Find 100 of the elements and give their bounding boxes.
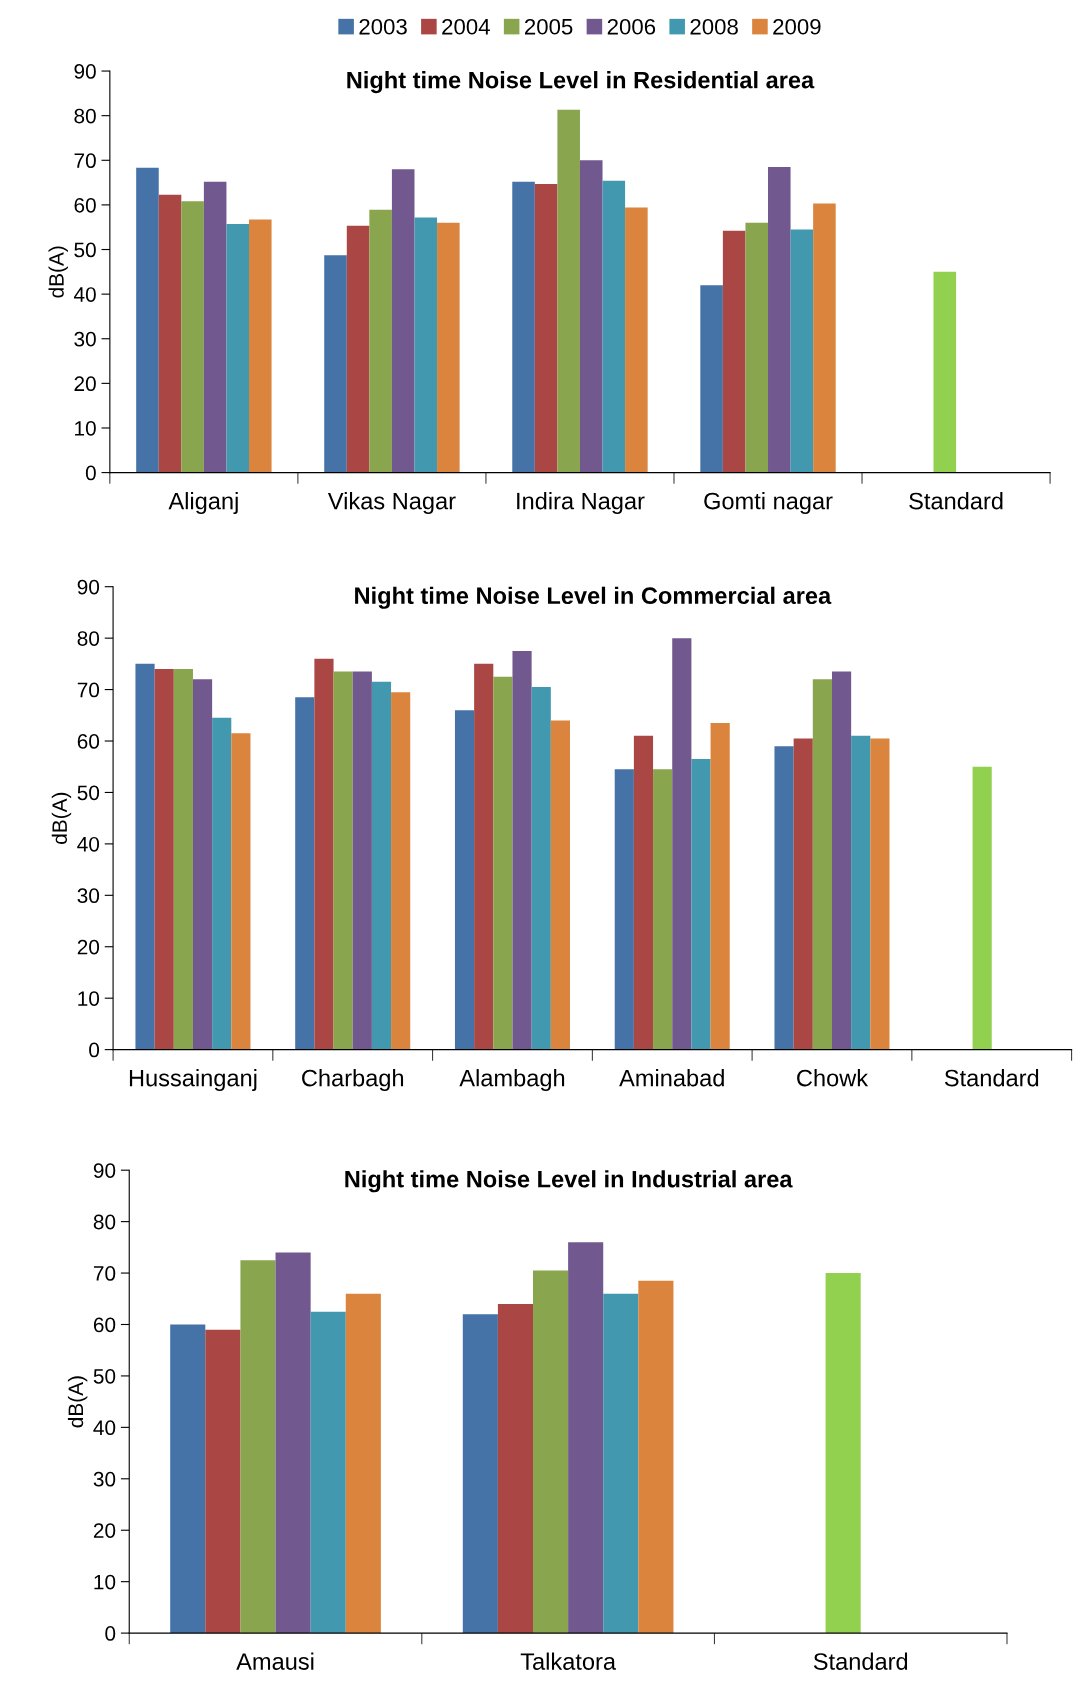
x-tick-label: Standard xyxy=(909,492,1003,510)
y-tick-label: 50 xyxy=(93,1368,116,1384)
bar xyxy=(205,1329,241,1634)
bar xyxy=(602,180,626,473)
y-tick-label: 10 xyxy=(75,420,96,436)
bar xyxy=(638,1280,674,1634)
bar xyxy=(745,222,769,473)
y-tick-label: 0 xyxy=(105,1626,116,1641)
bar xyxy=(672,638,692,1050)
bar xyxy=(870,738,890,1050)
x-tick-label: Standard xyxy=(944,1069,1039,1087)
bar xyxy=(722,230,746,473)
x-tick-label: Amausi xyxy=(236,1652,314,1670)
bar xyxy=(414,217,438,473)
bar xyxy=(345,1293,381,1634)
bar xyxy=(851,735,871,1050)
bar xyxy=(497,1303,534,1634)
bar xyxy=(474,663,494,1050)
bar xyxy=(437,222,460,473)
y-tick-label: 20 xyxy=(93,1523,116,1538)
bar xyxy=(314,658,334,1050)
bar xyxy=(158,194,182,473)
bar xyxy=(310,1311,346,1634)
y-tick-label: 20 xyxy=(77,939,100,955)
bar xyxy=(603,1293,639,1634)
bar xyxy=(249,219,272,473)
bar xyxy=(700,285,723,473)
bar xyxy=(614,769,634,1050)
y-tick-label: 60 xyxy=(93,1317,116,1333)
y-tick-label: 80 xyxy=(93,1214,116,1230)
bar xyxy=(557,109,580,473)
x-tick-label: Talkatora xyxy=(520,1652,617,1670)
bar xyxy=(768,166,791,473)
bar xyxy=(203,181,227,473)
bar xyxy=(192,679,213,1050)
bar xyxy=(972,766,992,1050)
legend-label: 2003 xyxy=(359,18,407,35)
x-tick-label: Indira Nagar xyxy=(517,492,645,515)
bar xyxy=(226,224,250,473)
bar xyxy=(579,160,603,473)
bar xyxy=(793,738,813,1050)
bar xyxy=(550,720,570,1050)
y-tick-label: 60 xyxy=(77,734,100,749)
y-tick-label: 70 xyxy=(74,153,96,169)
legend-label: 2004 xyxy=(442,18,490,35)
bar xyxy=(512,651,532,1050)
y-tick-label: 60 xyxy=(74,197,96,213)
bar xyxy=(391,169,415,473)
chart-title: Night time Noise Level in Industrial area xyxy=(345,1170,793,1193)
bar xyxy=(231,733,251,1050)
bar xyxy=(825,1273,861,1634)
bar xyxy=(333,671,353,1050)
x-tick-label: Aminabad xyxy=(619,1069,724,1087)
bar xyxy=(346,225,370,473)
legend-label: 2008 xyxy=(690,18,738,35)
bar xyxy=(531,687,551,1050)
y-tick-label: 50 xyxy=(77,785,100,801)
bar xyxy=(170,1324,206,1634)
legend-label: 2006 xyxy=(607,18,656,35)
y-tick-label: 10 xyxy=(78,991,100,1006)
x-tick-label: Chowk xyxy=(797,1069,869,1087)
y-tick-label: 20 xyxy=(74,376,96,392)
bar xyxy=(710,723,730,1050)
bar xyxy=(812,679,832,1050)
y-tick-label: 90 xyxy=(74,64,96,79)
bar xyxy=(790,229,814,473)
x-tick-label: Alambagh xyxy=(459,1069,565,1092)
bar xyxy=(369,209,392,473)
bar xyxy=(653,769,673,1050)
x-tick-label: Hussainganj xyxy=(129,1069,257,1092)
x-tick-label: Gomti nagar xyxy=(704,492,833,515)
bar xyxy=(173,669,193,1050)
x-tick-label: Aliganj xyxy=(168,492,238,515)
y-tick-label: 30 xyxy=(74,331,96,347)
y-tick-label: 40 xyxy=(73,287,96,302)
bar xyxy=(933,271,957,473)
y-axis-title: dB(A) xyxy=(48,246,68,298)
y-tick-label: 80 xyxy=(77,631,100,646)
y-tick-label: 0 xyxy=(85,465,96,481)
bar xyxy=(691,759,711,1050)
y-tick-label: 10 xyxy=(94,1574,116,1590)
bar xyxy=(295,697,315,1050)
chart-title: Night time Noise Level in Commercial area xyxy=(355,586,832,609)
bar xyxy=(371,681,392,1050)
x-tick-label: Vikas Nagar xyxy=(327,492,456,515)
bar xyxy=(240,1260,276,1634)
y-tick-label: 70 xyxy=(77,682,100,698)
bar xyxy=(568,1242,604,1634)
y-tick-label: 90 xyxy=(77,579,100,595)
legend-label: 2005 xyxy=(524,18,573,35)
bar xyxy=(135,663,155,1050)
bar xyxy=(181,201,204,473)
bar xyxy=(275,1252,311,1634)
y-tick-label: 40 xyxy=(93,1420,116,1436)
y-axis-title: dB(A) xyxy=(67,1376,88,1428)
y-tick-label: 30 xyxy=(93,1471,116,1487)
bar xyxy=(831,671,852,1050)
bar xyxy=(774,746,794,1050)
y-tick-label: 90 xyxy=(93,1163,116,1178)
y-tick-label: 80 xyxy=(74,108,96,124)
